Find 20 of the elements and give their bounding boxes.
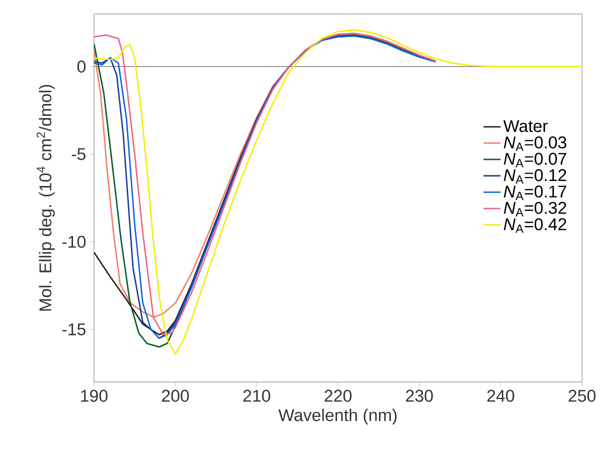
x-tick-label: 190 [81,390,108,402]
y-tick-label: 0 [77,60,86,73]
x-tick-label: 250 [568,390,596,402]
x-axis-title: Wavelenth (nm) [278,408,397,425]
legend-label: Water [503,120,548,132]
legend-label: N$_{A}$=0.07 [504,152,566,168]
y-tick-label: -10 [62,236,86,248]
y-tick-label: -15 [62,323,86,336]
x-tick-label: 220 [324,390,352,402]
legend-label: N$_{A}$=0.12 [504,169,566,184]
x-tick-label: 240 [487,390,514,402]
x-tick-label: 200 [162,390,189,402]
x-tick-label: 210 [243,390,270,402]
legend-label: N$_{A}$=0.17 [504,186,566,200]
legend-label: N$_{A}$=0.42 [504,218,566,233]
legend-label: N$_{A}$=0.03 [504,136,566,151]
y-tick-label: -5 [72,148,86,160]
y-axis-title: Mol. Ellip deg. (10$^{4}$ cm$^{2}$/dmol) [36,85,55,311]
x-tick-label: 230 [406,390,433,402]
legend-label: N$_{A}$=0.32 [504,202,566,216]
